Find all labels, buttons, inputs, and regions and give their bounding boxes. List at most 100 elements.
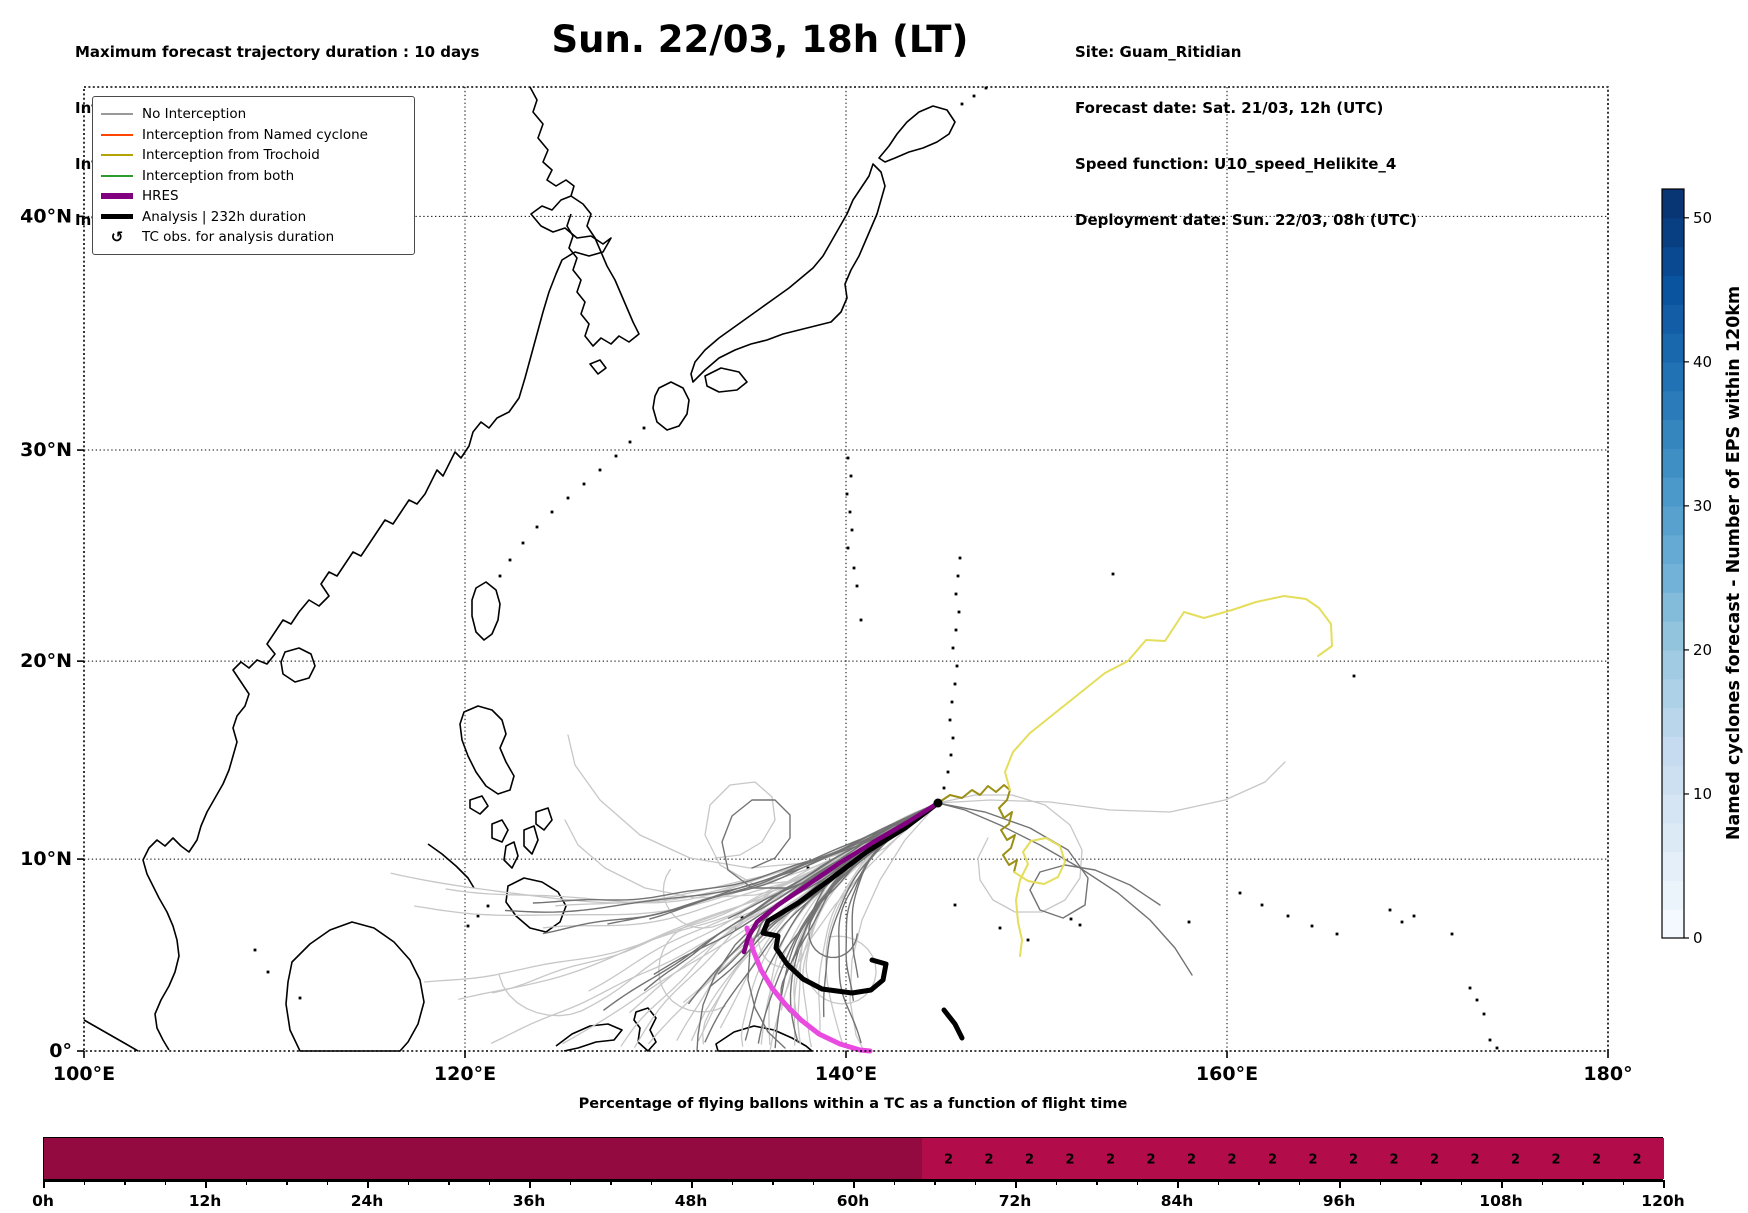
- ensemble-trajectory-dark: [607, 802, 939, 925]
- colorbar-step: [1662, 649, 1684, 680]
- island-dot: [521, 541, 525, 545]
- legend-line: [101, 193, 133, 200]
- colorbar-outline: [1661, 188, 1685, 939]
- site-line: Site: Guam_Ritidian: [1075, 43, 1242, 62]
- legend-item-label: Interception from Trochoid: [142, 147, 320, 164]
- bar-major-tick: [1177, 1180, 1179, 1188]
- map-axis-labels: 100°E 120°E 140°E 160°E 180° 0° 10°N 20°N 30°N 40…: [20, 205, 1632, 1085]
- coastline-path: [471, 581, 501, 641]
- legend-item-label: Interception from both: [142, 167, 295, 184]
- eps-count-label: 2: [1632, 1152, 1642, 1167]
- colorbar-step: [1662, 707, 1684, 737]
- island-dot: [628, 440, 632, 444]
- bar-minor-tick: [893, 1180, 895, 1185]
- bar-minor-tick: [1258, 1180, 1260, 1185]
- coastline-path: [280, 647, 316, 683]
- island-dot: [1111, 572, 1115, 576]
- bar-minor-tick: [974, 1180, 976, 1185]
- coastline-path: [704, 367, 748, 393]
- ensemble-trajectory-dark: [937, 802, 1193, 976]
- island-dot: [855, 584, 859, 588]
- trajectory-trochoid-yellow-loop-south: [1013, 837, 1066, 957]
- trajectory-trochoid-olive-wiggle: [937, 784, 1018, 873]
- bar-major-tick: [367, 1180, 369, 1188]
- island-dot: [598, 468, 602, 472]
- ensemble-trajectory-light: [937, 761, 1286, 813]
- legend-item: Interception from Named cyclone: [101, 125, 406, 146]
- bar-major-tick: [853, 1180, 855, 1188]
- coastline-path: [427, 843, 475, 889]
- bar-major-tick: [691, 1180, 693, 1188]
- island-dot: [1412, 914, 1416, 918]
- legend-item-label: TC obs. for analysis duration: [142, 229, 335, 246]
- island-dot: [949, 753, 953, 757]
- eps-count-label: 2: [1591, 1152, 1602, 1167]
- ensemble-trajectory-dark: [542, 802, 939, 935]
- header-right-block: Site: Guam_Ritidian Forecast date: Sat. …: [1075, 6, 1417, 266]
- island-dot: [466, 924, 470, 928]
- island-dot: [582, 482, 586, 486]
- bar-minor-tick: [610, 1180, 612, 1185]
- eps-count-label: 2: [1348, 1152, 1359, 1167]
- colorbar-step: [1662, 534, 1684, 565]
- colorbar-step: [1662, 217, 1684, 248]
- forecast-date-line: Forecast date: Sat. 21/03, 12h (UTC): [1075, 98, 1384, 117]
- island-dot: [946, 770, 950, 774]
- ensemble-trajectory-dark: [937, 802, 1161, 919]
- legend-item-label: HRES: [142, 188, 179, 205]
- island-dot: [960, 102, 964, 106]
- legend-line-swatch: [101, 154, 133, 157]
- colorbar-step: [1662, 793, 1684, 824]
- x-tick-label: 160°E: [1196, 1063, 1258, 1085]
- island-dot: [1260, 903, 1264, 907]
- bar-minor-tick: [326, 1180, 328, 1185]
- coastline-path: [690, 163, 886, 383]
- bar-minor-tick: [1298, 1180, 1300, 1185]
- colorbar-step: [1662, 246, 1684, 277]
- bar-minor-tick: [1420, 1180, 1422, 1185]
- island-dot: [957, 610, 961, 614]
- bar-tick-label: 60h: [836, 1192, 870, 1210]
- bar-minor-tick: [1096, 1180, 1098, 1185]
- coastline-path: [878, 105, 956, 163]
- eps-count-label: 2: [1267, 1152, 1278, 1167]
- legend-item-label: No Interception: [142, 106, 247, 123]
- colorbar-step: [1662, 909, 1684, 939]
- bar-minor-tick: [124, 1180, 126, 1185]
- ensemble-light-group: [390, 734, 1286, 1052]
- island-dot: [953, 903, 957, 907]
- bar-minor-tick: [1622, 1180, 1624, 1185]
- colorbar-step: [1662, 851, 1684, 881]
- coastline-path: [285, 921, 425, 1052]
- bar-minor-tick: [731, 1180, 733, 1185]
- tc-start-marker: [933, 798, 943, 808]
- bar-minor-tick: [245, 1180, 247, 1185]
- island-dot: [951, 736, 955, 740]
- colorbar-tick-label: 30: [1693, 496, 1713, 515]
- island-dot: [806, 866, 810, 870]
- bar-tick-label: 0h: [32, 1192, 54, 1210]
- legend-line: [101, 133, 133, 136]
- island-dot: [1450, 932, 1454, 936]
- eps-count-label: 2: [1429, 1152, 1440, 1167]
- eps-count-label: 2: [1551, 1152, 1561, 1167]
- island-dot: [984, 86, 988, 90]
- bar-minor-tick: [83, 1180, 85, 1185]
- island-dot: [253, 948, 257, 952]
- eps-count-label: 2: [1227, 1152, 1237, 1167]
- colorbar-step: [1662, 333, 1684, 363]
- island-dot: [849, 474, 853, 478]
- island-dot: [266, 970, 270, 974]
- bar-major-tick: [1015, 1180, 1017, 1188]
- eps-count-label: 2: [1146, 1152, 1156, 1167]
- island-dot: [1488, 1038, 1492, 1042]
- tc-obs-marker-icon: ↺: [101, 229, 133, 245]
- island-dot: [642, 426, 646, 430]
- legend-item: Interception from Trochoid: [101, 145, 406, 166]
- bar-minor-tick: [1460, 1180, 1462, 1185]
- y-tick-label: 20°N: [20, 650, 72, 672]
- island-dot: [1026, 938, 1030, 942]
- legend-line: [101, 113, 133, 116]
- ensemble-trajectory-dark: [780, 802, 939, 1019]
- island-dot: [614, 454, 618, 458]
